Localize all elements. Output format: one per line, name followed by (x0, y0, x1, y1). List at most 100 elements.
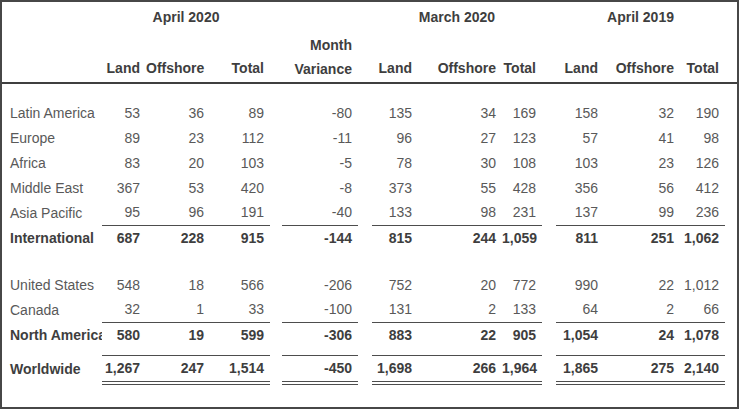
cell-value: 1,012 (680, 272, 725, 297)
column-gap (358, 125, 372, 150)
col-april2019-offshore: Offshore (604, 54, 680, 82)
cell-value: 231 (502, 200, 542, 225)
cell-value: 236 (680, 200, 725, 225)
cell-value: 98 (418, 200, 502, 225)
period-april-2020: April 2020 (102, 2, 270, 32)
column-gap (270, 297, 282, 322)
column-gap (270, 150, 282, 175)
cell-value: 566 (210, 272, 270, 297)
cell-value: -100 (282, 297, 358, 322)
row-label: Worldwide (2, 355, 102, 383)
cell-value: 30 (418, 150, 502, 175)
spacer (2, 82, 725, 100)
column-gap (358, 297, 372, 322)
cell-value: 905 (502, 322, 542, 347)
cell-value: 135 (372, 100, 418, 125)
cell-value: 22 (604, 272, 680, 297)
cell-value: 1,865 (556, 355, 604, 383)
cell-value: 883 (372, 322, 418, 347)
cell-value: 33 (210, 297, 270, 322)
col-april2019-land: Land (556, 54, 604, 82)
table-row: Worldwide1,2672471,514-4501,6982661,9641… (2, 355, 725, 383)
row-label: Africa (2, 150, 102, 175)
month-variance-header: Month Variance (282, 32, 358, 82)
cell-value: 96 (372, 125, 418, 150)
column-gap (358, 100, 372, 125)
variance-blank (282, 2, 358, 32)
column-gap (358, 272, 372, 297)
cell-value: 687 (102, 225, 146, 250)
cell-value: 2,140 (680, 355, 725, 383)
month-header-row: Month Variance (2, 32, 725, 54)
period-march-2020: March 2020 (372, 2, 542, 32)
cell-value: 412 (680, 175, 725, 200)
cell-value: 131 (372, 297, 418, 322)
column-gap (542, 150, 556, 175)
column-gap (358, 2, 372, 32)
table-row: International687228915-1448152441,059811… (2, 225, 725, 250)
column-gap (358, 225, 372, 250)
corner-blank (2, 32, 102, 54)
column-gap (358, 150, 372, 175)
cell-value: 23 (604, 150, 680, 175)
cell-value: 18 (146, 272, 210, 297)
row-label: North America (2, 322, 102, 347)
col-april2019-total: Total (680, 54, 725, 82)
cell-value: 78 (372, 150, 418, 175)
cell-value: 1,514 (210, 355, 270, 383)
cell-value: 123 (502, 125, 542, 150)
cell-value: 815 (372, 225, 418, 250)
cell-value: 2 (604, 297, 680, 322)
column-header-row: Land Offshore Total Land Offshore Total … (2, 54, 725, 82)
table-header: April 2020 March 2020 April 2019 Month V… (2, 2, 725, 82)
cell-value: 169 (502, 100, 542, 125)
cell-value: 96 (146, 200, 210, 225)
cell-value: 1,059 (502, 225, 542, 250)
cell-value: 752 (372, 272, 418, 297)
cell-value: 275 (604, 355, 680, 383)
cell-value: 20 (418, 272, 502, 297)
blank (372, 32, 542, 54)
column-gap (542, 2, 556, 32)
table-row: Canada32133-100131213364266 (2, 297, 725, 322)
cell-value: 53 (102, 100, 146, 125)
cell-value: 1,267 (102, 355, 146, 383)
row-label: United States (2, 272, 102, 297)
cell-value: 772 (502, 272, 542, 297)
cell-value: 27 (418, 125, 502, 150)
column-gap (542, 297, 556, 322)
cell-value: 2 (418, 297, 502, 322)
col-march2020-land: Land (372, 54, 418, 82)
cell-value: 19 (146, 322, 210, 347)
cell-value: -144 (282, 225, 358, 250)
row-label: Latin America (2, 100, 102, 125)
cell-value: 1 (146, 297, 210, 322)
cell-value: 103 (210, 150, 270, 175)
column-gap (542, 322, 556, 347)
cell-value: 24 (604, 322, 680, 347)
cell-value: 53 (146, 175, 210, 200)
blank (102, 32, 270, 54)
table-body: Latin America533689-801353416915832190Eu… (2, 82, 725, 383)
cell-value: 112 (210, 125, 270, 150)
column-gap (270, 272, 282, 297)
column-gap (270, 200, 282, 225)
rig-count-table: April 2020 March 2020 April 2019 Month V… (0, 0, 739, 409)
column-gap (270, 175, 282, 200)
cell-value: 548 (102, 272, 146, 297)
spacer-row (2, 347, 725, 355)
table-row: Latin America533689-801353416915832190 (2, 100, 725, 125)
col-april2020-land: Land (102, 54, 146, 82)
column-gap (270, 355, 282, 383)
column-gap (270, 125, 282, 150)
cell-value: 228 (146, 225, 210, 250)
cell-value: 95 (102, 200, 146, 225)
cell-value: 915 (210, 225, 270, 250)
cell-value: 23 (146, 125, 210, 150)
cell-value: 22 (418, 322, 502, 347)
corner-blank (2, 54, 102, 82)
table-row: Asia Pacific9596191-401339823113799236 (2, 200, 725, 225)
table-row: Europe8923112-119627123574198 (2, 125, 725, 150)
column-gap (542, 200, 556, 225)
row-label: Canada (2, 297, 102, 322)
